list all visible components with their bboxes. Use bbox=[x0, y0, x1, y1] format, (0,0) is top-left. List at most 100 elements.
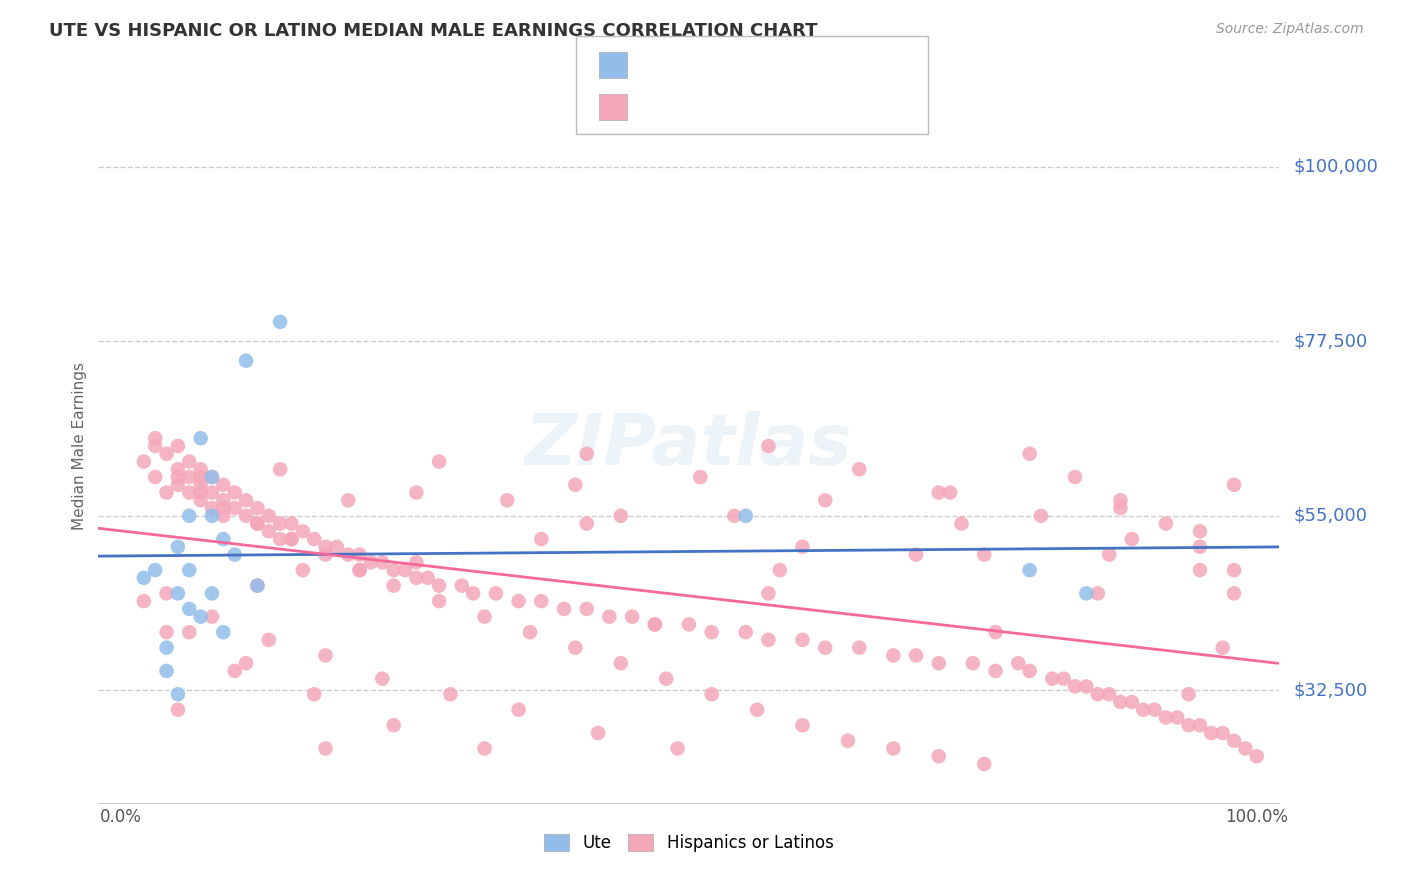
Point bbox=[1246, 749, 1268, 764]
Point bbox=[371, 672, 394, 686]
Point bbox=[792, 718, 814, 732]
Point bbox=[1121, 695, 1143, 709]
Point bbox=[155, 625, 177, 640]
Text: R =: R = bbox=[637, 98, 673, 116]
Point bbox=[1018, 664, 1040, 678]
Point bbox=[212, 625, 235, 640]
Point bbox=[1188, 540, 1211, 554]
Point bbox=[257, 508, 280, 523]
Point bbox=[246, 501, 269, 516]
Point bbox=[837, 733, 859, 747]
Text: $32,500: $32,500 bbox=[1294, 681, 1368, 699]
Point bbox=[190, 470, 212, 484]
Point bbox=[973, 548, 995, 562]
Point bbox=[224, 664, 246, 678]
Point bbox=[224, 548, 246, 562]
Point bbox=[155, 664, 177, 678]
Point bbox=[155, 640, 177, 655]
Point bbox=[269, 315, 291, 329]
Point bbox=[644, 617, 666, 632]
Point bbox=[939, 485, 962, 500]
Point bbox=[349, 563, 371, 577]
Text: -0.359: -0.359 bbox=[685, 56, 744, 74]
Point bbox=[269, 516, 291, 531]
Point bbox=[950, 516, 973, 531]
Point bbox=[179, 485, 201, 500]
Point bbox=[1007, 656, 1029, 670]
Point bbox=[1188, 524, 1211, 539]
Point bbox=[882, 741, 904, 756]
Point bbox=[224, 485, 246, 500]
Point bbox=[1143, 703, 1166, 717]
Point bbox=[1154, 710, 1177, 724]
Point bbox=[190, 462, 212, 476]
Point bbox=[474, 741, 496, 756]
Point bbox=[382, 579, 405, 593]
Text: 24: 24 bbox=[794, 56, 818, 74]
Point bbox=[973, 757, 995, 772]
Point bbox=[326, 540, 349, 554]
Point bbox=[427, 454, 450, 468]
Point bbox=[382, 563, 405, 577]
Point bbox=[132, 594, 155, 608]
Point bbox=[575, 447, 598, 461]
Point bbox=[201, 470, 224, 484]
Point bbox=[575, 516, 598, 531]
Point bbox=[700, 625, 723, 640]
Point bbox=[167, 477, 190, 491]
Point bbox=[1223, 733, 1246, 747]
Point bbox=[179, 563, 201, 577]
Point bbox=[246, 579, 269, 593]
Point bbox=[1040, 672, 1063, 686]
Text: ZIPatlas: ZIPatlas bbox=[526, 411, 852, 481]
Point bbox=[984, 664, 1007, 678]
Point bbox=[360, 555, 382, 569]
Point bbox=[167, 540, 190, 554]
Point bbox=[167, 470, 190, 484]
Point bbox=[212, 532, 235, 546]
Point bbox=[190, 609, 212, 624]
Text: N =: N = bbox=[749, 56, 786, 74]
Point bbox=[224, 501, 246, 516]
Point bbox=[280, 532, 302, 546]
Point bbox=[758, 632, 780, 647]
Point bbox=[246, 516, 269, 531]
Point bbox=[201, 470, 224, 484]
Point bbox=[984, 625, 1007, 640]
Point bbox=[1064, 470, 1087, 484]
Point bbox=[508, 703, 530, 717]
Point bbox=[463, 586, 485, 600]
Point bbox=[905, 548, 928, 562]
Point bbox=[723, 508, 745, 523]
Point bbox=[315, 540, 337, 554]
Point bbox=[212, 477, 235, 491]
Point bbox=[928, 749, 950, 764]
Point bbox=[792, 540, 814, 554]
Point bbox=[1223, 563, 1246, 577]
Point bbox=[1121, 532, 1143, 546]
Point bbox=[1053, 672, 1076, 686]
Point bbox=[212, 501, 235, 516]
Point bbox=[269, 532, 291, 546]
Point bbox=[1223, 477, 1246, 491]
Point bbox=[1109, 493, 1132, 508]
Point bbox=[1166, 710, 1188, 724]
Point bbox=[564, 640, 586, 655]
Point bbox=[1109, 501, 1132, 516]
Point bbox=[450, 579, 472, 593]
Point bbox=[530, 532, 553, 546]
Point bbox=[349, 548, 371, 562]
Text: -0.931: -0.931 bbox=[685, 98, 744, 116]
Point bbox=[1188, 718, 1211, 732]
Point bbox=[371, 555, 394, 569]
Point bbox=[427, 579, 450, 593]
Point bbox=[315, 741, 337, 756]
Point bbox=[496, 493, 519, 508]
Point bbox=[269, 462, 291, 476]
Point bbox=[394, 563, 416, 577]
Point bbox=[655, 672, 678, 686]
Point bbox=[1212, 726, 1234, 740]
Point bbox=[882, 648, 904, 663]
Point bbox=[1188, 563, 1211, 577]
Point bbox=[848, 462, 870, 476]
